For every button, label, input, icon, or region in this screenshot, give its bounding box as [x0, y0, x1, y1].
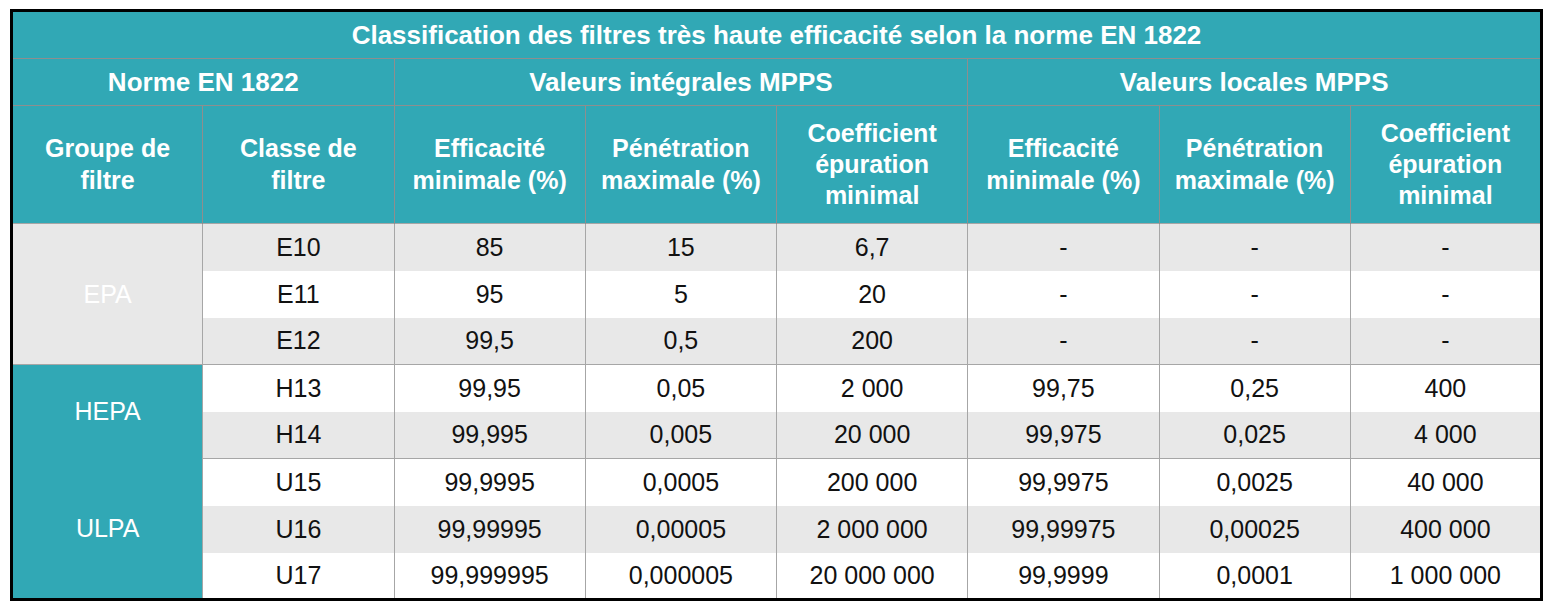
value-cell: 2 000 000	[777, 506, 968, 553]
group-header-valeurs-integrales: Valeurs intégrales MPPS	[394, 59, 968, 106]
table-row: U1699,999950,000052 000 00099,999750,000…	[12, 506, 1542, 553]
value-cell: 0,005	[585, 412, 776, 459]
col-header-coefficient-integral: Coefficient épuration minimal	[777, 106, 968, 224]
filter-class-cell: E12	[203, 318, 394, 365]
value-cell: 99,99995	[394, 506, 585, 553]
group-header-valeurs-locales: Valeurs locales MPPS	[968, 59, 1542, 106]
value-cell: 99,975	[968, 412, 1159, 459]
table-row: E1299,50,5200---	[12, 318, 1542, 365]
value-cell: 99,95	[394, 365, 585, 412]
group-name-cell: EPA	[12, 224, 203, 365]
value-cell: -	[968, 271, 1159, 318]
value-cell: -	[1350, 224, 1541, 271]
col-header-classe-de-filtre: Classe de filtre	[203, 106, 394, 224]
value-cell: -	[1159, 318, 1350, 365]
table-row: EPAE1085156,7---	[12, 224, 1542, 271]
group-header-row: Norme EN 1822 Valeurs intégrales MPPS Va…	[12, 59, 1542, 106]
value-cell: 85	[394, 224, 585, 271]
group-name-cell: ULPA	[12, 459, 203, 600]
value-cell: 99,75	[968, 365, 1159, 412]
table-row: H1499,9950,00520 00099,9750,0254 000	[12, 412, 1542, 459]
col-header-penetration-integrale: Pénétration maximale (%)	[585, 106, 776, 224]
value-cell: 99,9999	[968, 553, 1159, 600]
col-header-efficacite-locale: Efficacité minimale (%)	[968, 106, 1159, 224]
table-row: U1799,9999950,00000520 000 00099,99990,0…	[12, 553, 1542, 600]
column-header-row: Groupe de filtre Classe de filtre Effica…	[12, 106, 1542, 224]
page: Classification des filtres très haute ef…	[0, 0, 1553, 610]
value-cell: 20 000	[777, 412, 968, 459]
table-title: Classification des filtres très haute ef…	[12, 11, 1542, 59]
value-cell: 0,25	[1159, 365, 1350, 412]
col-header-penetration-locale: Pénétration maximale (%)	[1159, 106, 1350, 224]
value-cell: 4 000	[1350, 412, 1541, 459]
table-row: ULPAU1599,99950,0005200 00099,99750,0025…	[12, 459, 1542, 506]
data-rows: EPAE1085156,7---E1195520---E1299,50,5200…	[12, 224, 1542, 600]
filter-class-cell: H14	[203, 412, 394, 459]
value-cell: 0,00005	[585, 506, 776, 553]
value-cell: 0,5	[585, 318, 776, 365]
value-cell: 99,999995	[394, 553, 585, 600]
value-cell: 200 000	[777, 459, 968, 506]
filter-class-cell: H13	[203, 365, 394, 412]
group-name-cell: HEPA	[12, 365, 203, 459]
col-header-groupe-de-filtre: Groupe de filtre	[12, 106, 203, 224]
group-header-norme: Norme EN 1822	[12, 59, 395, 106]
value-cell: 99,9975	[968, 459, 1159, 506]
filter-class-cell: U16	[203, 506, 394, 553]
value-cell: -	[1350, 318, 1541, 365]
value-cell: 0,00025	[1159, 506, 1350, 553]
value-cell: 20	[777, 271, 968, 318]
title-row: Classification des filtres très haute ef…	[12, 11, 1542, 59]
col-header-efficacite-integrale: Efficacité minimale (%)	[394, 106, 585, 224]
value-cell: 0,05	[585, 365, 776, 412]
value-cell: 99,99975	[968, 506, 1159, 553]
value-cell: 400	[1350, 365, 1541, 412]
value-cell: 0,000005	[585, 553, 776, 600]
col-header-coefficient-local: Coefficient épuration minimal	[1350, 106, 1541, 224]
value-cell: 200	[777, 318, 968, 365]
value-cell: 400 000	[1350, 506, 1541, 553]
value-cell: -	[1350, 271, 1541, 318]
value-cell: 20 000 000	[777, 553, 968, 600]
value-cell: 15	[585, 224, 776, 271]
table-row: E1195520---	[12, 271, 1542, 318]
value-cell: 95	[394, 271, 585, 318]
value-cell: -	[1159, 271, 1350, 318]
value-cell: 2 000	[777, 365, 968, 412]
value-cell: -	[1159, 224, 1350, 271]
value-cell: 1 000 000	[1350, 553, 1541, 600]
value-cell: -	[968, 318, 1159, 365]
filter-class-cell: U17	[203, 553, 394, 600]
value-cell: 40 000	[1350, 459, 1541, 506]
value-cell: 99,5	[394, 318, 585, 365]
value-cell: 6,7	[777, 224, 968, 271]
value-cell: 99,9995	[394, 459, 585, 506]
value-cell: 0,025	[1159, 412, 1350, 459]
filter-class-cell: E10	[203, 224, 394, 271]
filter-class-cell: E11	[203, 271, 394, 318]
value-cell: 0,0001	[1159, 553, 1350, 600]
value-cell: 99,995	[394, 412, 585, 459]
value-cell: 5	[585, 271, 776, 318]
table-row: HEPAH1399,950,052 00099,750,25400	[12, 365, 1542, 412]
filter-class-cell: U15	[203, 459, 394, 506]
value-cell: 0,0005	[585, 459, 776, 506]
value-cell: -	[968, 224, 1159, 271]
value-cell: 0,0025	[1159, 459, 1350, 506]
filter-classification-table: Classification des filtres très haute ef…	[10, 9, 1543, 601]
